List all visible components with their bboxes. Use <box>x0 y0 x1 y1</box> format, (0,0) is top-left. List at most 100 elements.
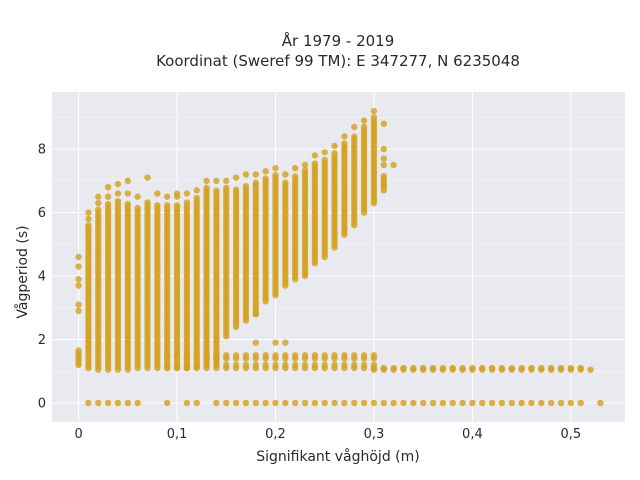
data-point <box>163 352 171 359</box>
data-point <box>213 355 220 362</box>
data-point <box>282 339 289 346</box>
data-point <box>252 339 259 346</box>
data-point <box>262 175 269 182</box>
data-point <box>282 171 289 178</box>
data-point <box>577 366 584 373</box>
data-point <box>242 399 250 407</box>
data-point <box>429 366 437 373</box>
data-point <box>242 355 250 362</box>
chart-title-line2: Koordinat (Sweref 99 TM): E 347277, N 62… <box>156 52 520 70</box>
data-point <box>134 204 141 212</box>
data-point <box>380 120 387 127</box>
data-point <box>341 133 348 140</box>
data-point <box>85 215 92 223</box>
data-point <box>75 307 82 315</box>
data-point <box>597 399 604 407</box>
chart-title-line1: År 1979 - 2019 <box>282 31 395 50</box>
data-point <box>203 355 210 362</box>
data-point <box>272 339 279 346</box>
data-point <box>291 399 299 407</box>
data-point <box>173 190 181 197</box>
data-point <box>311 364 319 372</box>
data-point <box>272 171 279 179</box>
data-point <box>311 355 319 362</box>
data-point <box>213 399 220 407</box>
data-point <box>232 355 240 362</box>
data-point <box>242 364 250 372</box>
data-point <box>301 355 309 362</box>
data-point <box>301 167 309 174</box>
data-point <box>252 179 259 186</box>
data-point <box>567 399 575 407</box>
data-point <box>203 184 210 192</box>
data-point <box>252 399 259 407</box>
data-point <box>400 366 407 373</box>
data-point <box>360 117 368 124</box>
data-point <box>252 171 259 178</box>
x-tick-label-0: 0 <box>74 427 82 442</box>
data-point <box>380 399 387 407</box>
x-axis-ticks: 0 0,1 0,2 0,3 0,4 0,5 <box>74 427 581 442</box>
data-point <box>193 399 200 407</box>
data-point <box>95 199 102 207</box>
data-point <box>85 209 92 216</box>
data-point <box>390 366 397 373</box>
data-point <box>528 399 535 407</box>
data-point <box>173 364 181 372</box>
data-point <box>321 156 328 164</box>
data-point <box>193 187 200 194</box>
data-point <box>193 364 200 372</box>
data-point <box>163 202 171 209</box>
data-point <box>341 140 348 147</box>
data-point <box>282 179 289 186</box>
data-point <box>380 155 387 162</box>
data-point <box>587 366 594 373</box>
data-point <box>183 399 191 407</box>
data-point <box>479 399 486 407</box>
data-point <box>311 152 319 159</box>
data-point <box>291 355 299 362</box>
data-point <box>380 161 387 169</box>
data-point <box>351 133 358 140</box>
data-point <box>104 183 112 191</box>
data-point <box>341 399 348 407</box>
data-point <box>341 355 348 362</box>
data-point <box>163 193 171 200</box>
data-point <box>193 194 200 202</box>
data-point <box>223 184 230 192</box>
data-point <box>321 399 328 407</box>
data-point <box>154 190 161 197</box>
data-point <box>114 399 122 407</box>
data-point <box>223 399 230 407</box>
data-point <box>410 399 417 407</box>
data-point <box>163 399 171 407</box>
data-point <box>183 364 191 372</box>
data-point <box>301 364 309 372</box>
data-point <box>104 399 112 407</box>
data-point <box>439 366 447 373</box>
data-point <box>360 355 368 362</box>
data-point <box>124 399 132 407</box>
data-point <box>301 399 309 407</box>
data-point <box>498 399 506 407</box>
data-point <box>331 364 338 372</box>
data-point <box>213 177 220 185</box>
data-point <box>311 160 319 167</box>
data-point <box>380 145 387 153</box>
data-point <box>154 202 161 209</box>
data-point <box>242 171 250 178</box>
data-point <box>331 150 338 157</box>
data-point <box>331 399 338 407</box>
data-point <box>203 177 210 185</box>
data-point <box>223 355 230 362</box>
data-point <box>75 282 82 289</box>
data-point <box>262 355 269 362</box>
data-point <box>262 364 269 372</box>
data-point <box>351 123 358 131</box>
data-point <box>282 399 289 407</box>
data-point <box>508 366 515 373</box>
data-point <box>272 164 279 172</box>
data-point <box>272 355 279 362</box>
data-point <box>213 364 220 372</box>
data-point <box>351 364 358 372</box>
